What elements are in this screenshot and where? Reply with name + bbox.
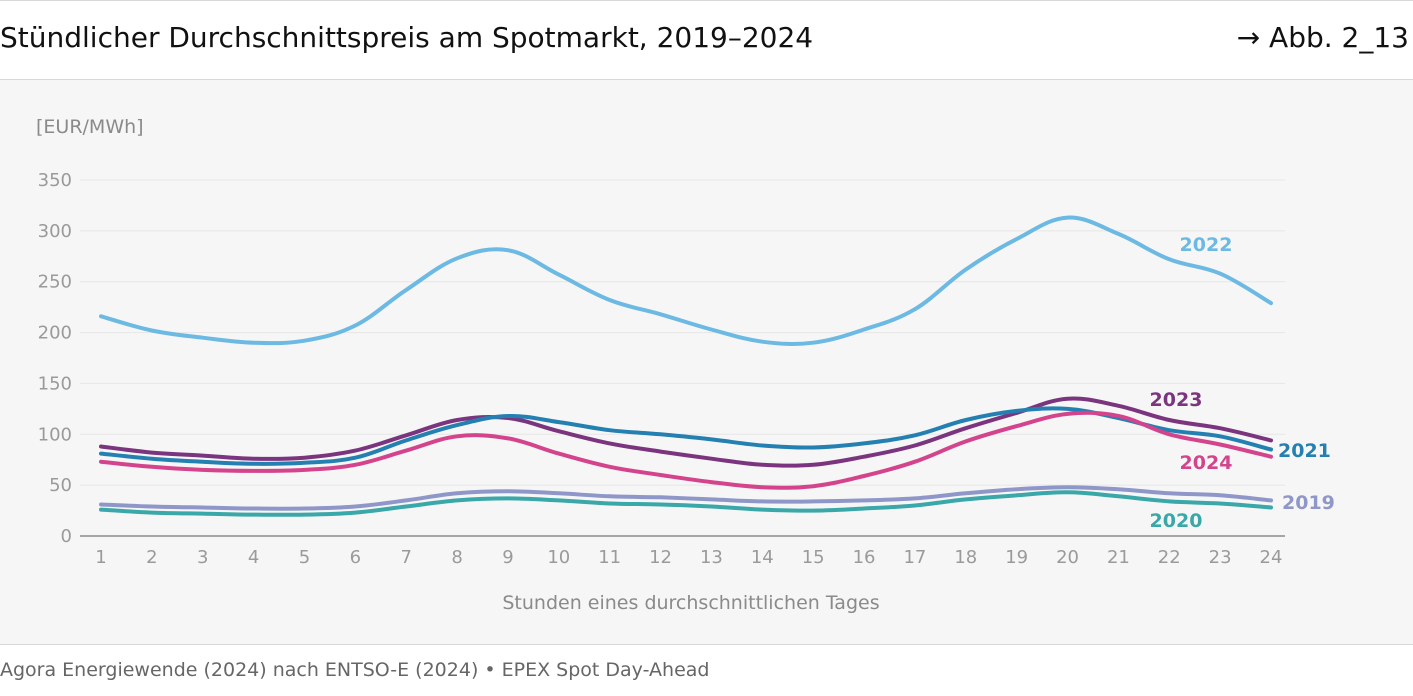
series-label-2020: 2020 (1150, 510, 1203, 532)
series-line-2021 (99, 406, 1273, 466)
x-tick-label: 23 (1209, 547, 1232, 568)
series-label-2022: 2022 (1180, 234, 1233, 256)
x-tick-label: 19 (1005, 547, 1028, 568)
series-label-2021: 2021 (1278, 440, 1331, 462)
y-tick-label: 200 (38, 323, 72, 344)
y-tick-label: 0 (61, 526, 72, 547)
y-tick-label: 250 (38, 272, 72, 293)
series-label-2019: 2019 (1282, 492, 1335, 514)
footer: Agora Energiewende (2024) nach ENTSO-E (… (0, 644, 1413, 696)
x-tick-label: 10 (547, 547, 570, 568)
x-tick-label: 4 (248, 547, 259, 568)
x-tick-label: 7 (400, 547, 411, 568)
series-line-2020 (99, 490, 1273, 517)
x-tick-label: 9 (502, 547, 513, 568)
x-tick-label: 24 (1260, 547, 1283, 568)
x-tick-label: 2 (146, 547, 157, 568)
x-tick-label: 6 (350, 547, 361, 568)
x-tick-label: 20 (1056, 547, 1079, 568)
x-tick-label: 8 (451, 547, 462, 568)
x-tick-label: 22 (1158, 547, 1181, 568)
series-label-2023: 2023 (1150, 389, 1203, 411)
series-line-2024 (99, 410, 1273, 490)
x-tick-label: 18 (954, 547, 977, 568)
unit-label: [EUR/MWh] (36, 116, 144, 138)
figure-reference: → Abb. 2_13 (1236, 21, 1409, 54)
x-tick-label: 3 (197, 547, 208, 568)
x-axis-title: Stunden eines durchschnittlichen Tages (502, 592, 879, 614)
y-tick-label: 50 (49, 475, 72, 496)
x-tick-label: 12 (649, 547, 672, 568)
series-labels: 2022 2023 2021 2024 2019 2020 (1150, 234, 1335, 532)
series-line-2023 (99, 396, 1273, 468)
series-line-2019 (99, 485, 1273, 511)
x-tick-label: 21 (1107, 547, 1130, 568)
series-line-2022 (99, 215, 1273, 346)
y-tick-label: 350 (38, 170, 72, 191)
y-tick-label: 100 (38, 424, 72, 445)
y-tick-label: 300 (38, 221, 72, 242)
x-tick-label: 16 (853, 547, 876, 568)
y-tick-label: 150 (38, 373, 72, 394)
source-note: Agora Energiewende (2024) nach ENTSO-E (… (0, 659, 710, 681)
x-tick-label: 15 (802, 547, 825, 568)
page-title: Stündlicher Durchschnittspreis am Spotma… (0, 21, 814, 54)
chart-area: [EUR/MWh] 0 50 100 150 200 250 300 350 1 2 3 4 5 6 7 8 9 1… (0, 80, 1413, 644)
x-tick-label: 1 (95, 547, 106, 568)
x-tick-label: 5 (299, 547, 310, 568)
x-tick-label: 11 (598, 547, 621, 568)
series-lines (99, 215, 1273, 517)
x-tick-label: 14 (751, 547, 774, 568)
x-tick-label: 17 (903, 547, 926, 568)
header: Stündlicher Durchschnittspreis am Spotma… (0, 0, 1413, 80)
x-tick-label: 13 (700, 547, 723, 568)
series-label-2024: 2024 (1180, 452, 1233, 474)
gridlines (80, 179, 1285, 486)
